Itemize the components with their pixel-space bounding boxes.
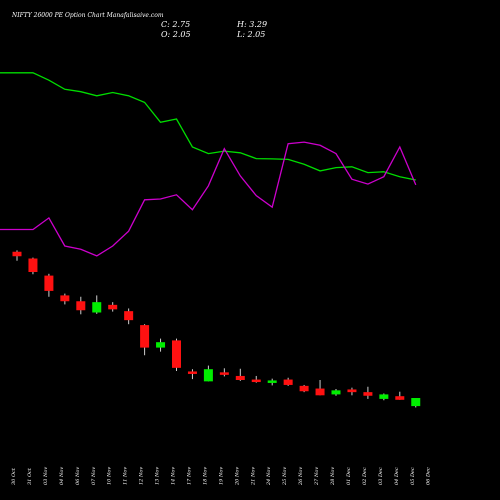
candle-body (76, 301, 86, 311)
x-tick-label: 11 Nov (123, 467, 129, 485)
candle (172, 338, 181, 371)
low-label: L: 2.05 (236, 30, 265, 39)
candle (283, 377, 293, 386)
x-tick-label: 03 Nov (43, 467, 49, 485)
candle (363, 386, 373, 399)
candle (92, 295, 102, 314)
candle-body (203, 369, 213, 382)
candle-body (347, 389, 357, 393)
candle (219, 368, 229, 377)
x-tick-label: 06 Dec (426, 467, 432, 485)
candle (395, 391, 405, 400)
open-label: O: 2.05 (161, 30, 191, 39)
candle-body (235, 375, 245, 380)
candle-body (315, 388, 325, 396)
candle-body (363, 392, 373, 396)
x-tick-label: 28 Nov (330, 467, 336, 486)
candle-body (283, 379, 293, 385)
x-tick-label: 02 Dec (362, 467, 368, 485)
candle-body (379, 394, 389, 399)
candle (28, 257, 38, 275)
candle (379, 393, 389, 401)
candle (251, 375, 261, 383)
x-tick-label: 13 Nov (155, 467, 161, 485)
candle (299, 384, 309, 393)
x-tick-label: 30 Oct (11, 467, 17, 485)
x-tick-label: 20 Nov (234, 467, 240, 486)
x-tick-label: 04 Nov (59, 467, 65, 485)
x-tick-label: 31 Oct (27, 467, 33, 485)
indicator-line-2 (0, 141, 417, 257)
x-tick-label: 27 Nov (314, 467, 320, 486)
candle-body (299, 385, 309, 392)
candle-body (124, 311, 134, 321)
x-tick-label: 04 Dec (394, 467, 400, 485)
candle-body (60, 295, 70, 302)
candle-body (140, 325, 150, 348)
x-tick-label: 10 Nov (107, 467, 113, 485)
candle-body (12, 251, 22, 257)
x-tick-label: 19 Nov (218, 467, 224, 485)
candle-body (331, 390, 341, 395)
candle-body (411, 398, 421, 407)
chart-title: NIFTY 26000 PE Option Chart Manafalisaiv… (11, 12, 164, 19)
x-tick-label: 06 Nov (75, 467, 81, 485)
close-label: C: 2.75 (161, 20, 190, 29)
x-tick-label: 17 Nov (186, 467, 192, 485)
candle-body (267, 380, 277, 383)
x-tick-label: 26 Nov (298, 467, 304, 486)
indicator-lines (0, 72, 417, 257)
candle (108, 302, 118, 312)
candle (187, 369, 197, 380)
x-axis-labels: 30 Oct 31 Oct 03 Nov 04 Nov 06 Nov 07 Nov 10 N… (11, 467, 432, 486)
candle (315, 380, 325, 396)
x-tick-label: 01 Dec (346, 467, 352, 485)
x-tick-label: 25 Nov (282, 467, 288, 486)
candle (267, 378, 277, 386)
candle (140, 324, 150, 356)
x-tick-label: 14 Nov (171, 467, 177, 485)
indicator-line-1 (0, 72, 416, 181)
candle-body (108, 304, 118, 310)
candle-body (44, 275, 54, 291)
x-tick-label: 03 Dec (378, 467, 384, 485)
candle (76, 296, 86, 315)
candle (60, 293, 70, 305)
x-tick-label: 07 Nov (91, 467, 97, 485)
candle-body (156, 342, 166, 348)
candle (44, 273, 54, 297)
candle (124, 308, 134, 325)
candle-body (172, 340, 181, 368)
candles (12, 250, 421, 408)
x-tick-label: 21 Nov (250, 467, 256, 486)
candle-body (395, 396, 405, 400)
candle (331, 389, 341, 396)
candle (12, 250, 22, 261)
candle-body (92, 302, 102, 313)
candle-body (251, 379, 261, 383)
x-tick-label: 05 Dec (410, 467, 416, 485)
candle (203, 365, 213, 382)
candle-body (219, 372, 229, 375)
high-label: H: 3.29 (236, 20, 267, 29)
candle (235, 368, 245, 381)
x-tick-label: 18 Nov (202, 467, 208, 485)
candle-body (187, 371, 197, 374)
x-tick-label: 24 Nov (266, 467, 272, 486)
candle-body (28, 258, 38, 272)
x-tick-label: 12 Nov (139, 467, 145, 485)
candle (156, 338, 166, 352)
candle (411, 398, 421, 408)
candle (347, 387, 357, 396)
